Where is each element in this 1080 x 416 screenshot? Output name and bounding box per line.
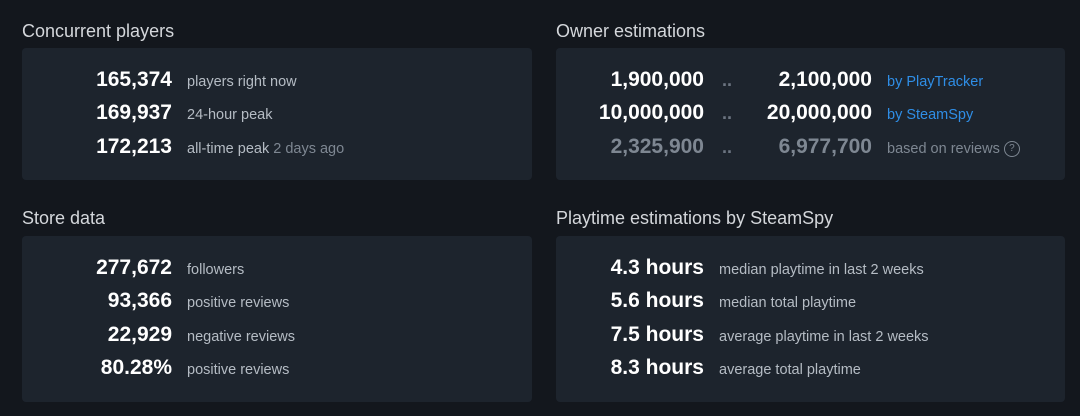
playtime-panel: 4.3 hours median playtime in last 2 weeks… xyxy=(556,236,1065,402)
owners-high: 6,977,700 xyxy=(778,135,872,158)
players-now-label: players right now xyxy=(187,74,297,90)
playtime-value: 7.5 hours xyxy=(610,323,704,346)
steamspy-link[interactable]: by SteamSpy xyxy=(887,107,974,123)
reviews-based-text: based on reviews xyxy=(887,141,1000,157)
range-separator: .. xyxy=(721,103,732,123)
players-now-value: 165,374 xyxy=(96,68,172,91)
owners-low: 1,900,000 xyxy=(610,68,704,91)
owners-high: 2,100,000 xyxy=(778,68,872,91)
owner-estimations-title: Owner estimations xyxy=(556,21,706,41)
peak-24h-label: 24-hour peak xyxy=(187,107,273,123)
owners-low: 2,325,900 xyxy=(610,135,704,158)
playtime-label: median total playtime xyxy=(719,295,857,311)
playtime-value: 8.3 hours xyxy=(610,356,704,379)
playtime-title: Playtime estimations by SteamSpy xyxy=(556,208,834,228)
playtime-label: median playtime in last 2 weeks xyxy=(719,262,924,278)
playtime-value: 4.3 hours xyxy=(610,256,704,279)
owners-low: 10,000,000 xyxy=(598,101,704,124)
range-separator: .. xyxy=(721,137,732,157)
store-data-title: Store data xyxy=(22,208,106,228)
all-time-peak-label: all-time peak 2 days ago xyxy=(187,141,344,157)
playtime-label: average total playtime xyxy=(719,362,861,378)
owner-estimations-panel: 1,900,000.. 2,100,000 by PlayTracker 10,00… xyxy=(556,48,1065,180)
reviews-based-label: based on reviews? xyxy=(887,141,1020,158)
all-time-peak-date: 2 days ago xyxy=(273,141,345,157)
owners-high: 20,000,000 xyxy=(766,101,872,124)
all-time-peak-text: all-time peak xyxy=(187,141,270,157)
negative-reviews-label: negative reviews xyxy=(187,329,295,345)
playtime-value: 5.6 hours xyxy=(610,289,704,312)
help-icon[interactable]: ? xyxy=(1003,141,1020,158)
followers-label: followers xyxy=(187,262,245,278)
store-data-panel: 277,672 followers 93,366 positive reviews … xyxy=(22,236,532,402)
positive-percent-value: 80.28% xyxy=(100,356,172,379)
playtracker-link[interactable]: by PlayTracker xyxy=(887,74,984,90)
positive-reviews-value: 93,366 xyxy=(107,289,172,312)
negative-reviews-value: 22,929 xyxy=(107,323,172,346)
concurrent-players-title: Concurrent players xyxy=(22,21,175,41)
peak-24h-value: 169,937 xyxy=(96,101,172,124)
range-separator: .. xyxy=(721,70,732,90)
all-time-peak-value: 172,213 xyxy=(96,135,172,158)
concurrent-players-panel: 165,374 players right now 169,937 24-hour … xyxy=(22,48,532,180)
positive-percent-label: positive reviews xyxy=(187,362,290,378)
playtime-label: average playtime in last 2 weeks xyxy=(719,329,929,345)
positive-reviews-label: positive reviews xyxy=(187,295,290,311)
followers-value: 277,672 xyxy=(96,256,172,279)
